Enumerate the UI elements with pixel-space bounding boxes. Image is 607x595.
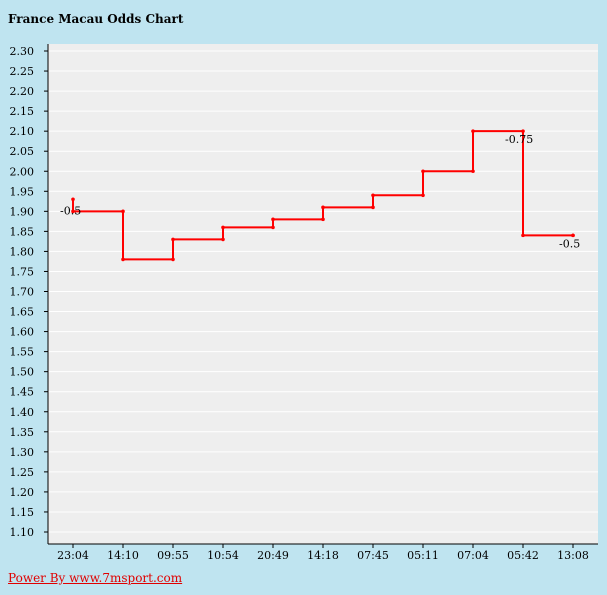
data-point (71, 197, 75, 202)
x-tick-label: 23:04 (57, 549, 89, 562)
data-point (521, 129, 525, 133)
data-point (321, 205, 325, 210)
y-ticks: 1.10 1.15 1.20 1.25 1.30 1.35 1.40 1.45 1.50 1.55… (10, 45, 48, 539)
data-point (421, 193, 425, 198)
data-point (471, 169, 475, 174)
y-tick-label: 1.45 (10, 386, 35, 399)
data-point (271, 225, 275, 230)
y-tick-label: 1.20 (10, 486, 35, 499)
y-tick-label: 2.15 (10, 105, 35, 118)
y-tick-label: 2.30 (10, 45, 35, 58)
x-tick-label: 10:54 (207, 549, 239, 562)
x-ticks: 23:04 14:10 09:55 10:54 20:49 14:18 07:45 05:11… (57, 544, 589, 562)
data-point (221, 237, 225, 242)
y-tick-label: 2.10 (10, 125, 35, 138)
data-point (121, 209, 125, 214)
y-tick-label: 1.75 (10, 265, 35, 278)
data-point (71, 209, 75, 214)
y-tick-label: 1.90 (10, 205, 35, 218)
data-point (121, 257, 125, 262)
x-tick-label: 13:08 (557, 549, 589, 562)
plot-area (48, 44, 598, 544)
data-point (171, 237, 175, 242)
y-tick-label: 2.05 (10, 145, 35, 158)
grid (48, 50, 598, 533)
y-tick-label: 2.00 (10, 165, 35, 178)
x-tick-label: 05:42 (507, 549, 539, 562)
x-tick-label: 09:55 (157, 549, 189, 562)
y-tick-label: 1.85 (10, 225, 35, 238)
x-tick-label: 14:10 (107, 549, 139, 562)
data-point (321, 217, 325, 222)
y-tick-label: 1.40 (10, 406, 35, 419)
x-tick-label: 20:49 (257, 549, 289, 562)
data-point (571, 233, 575, 238)
x-tick-label: 07:45 (357, 549, 389, 562)
x-tick-label: 14:18 (307, 549, 339, 562)
data-label: -0.5 (559, 237, 580, 250)
y-tick-label: 1.25 (10, 466, 35, 479)
y-tick-label: 1.50 (10, 366, 35, 379)
y-tick-label: 1.95 (10, 185, 35, 198)
y-tick-label: 1.80 (10, 245, 35, 258)
powered-by-link[interactable]: Power By www.7msport.com (8, 571, 183, 585)
y-tick-label: 1.35 (10, 426, 35, 439)
data-point (221, 225, 225, 230)
x-tick-label: 07:04 (457, 549, 489, 562)
data-point (521, 233, 525, 238)
data-label: -0.75 (505, 133, 533, 146)
data-point (471, 129, 475, 133)
y-tick-label: 2.25 (10, 65, 35, 78)
y-tick-label: 1.10 (10, 526, 35, 539)
y-tick-label: 1.30 (10, 446, 35, 459)
y-tick-label: 1.60 (10, 326, 35, 339)
data-point (171, 257, 175, 262)
data-point (371, 205, 375, 210)
y-tick-label: 1.65 (10, 306, 35, 319)
chart-title: France Macau Odds Chart (8, 12, 184, 26)
series-odds (71, 129, 575, 262)
annotations: -0.5 -0.75 -0.5 (60, 133, 580, 250)
data-label: -0.5 (60, 204, 81, 217)
x-tick-label: 05:11 (407, 549, 439, 562)
y-tick-label: 1.55 (10, 346, 35, 359)
data-point (421, 169, 425, 174)
y-tick-label: 2.20 (10, 85, 35, 98)
data-point (271, 217, 275, 222)
data-point (371, 193, 375, 198)
y-tick-label: 1.15 (10, 506, 35, 519)
y-tick-label: 1.70 (10, 286, 35, 299)
